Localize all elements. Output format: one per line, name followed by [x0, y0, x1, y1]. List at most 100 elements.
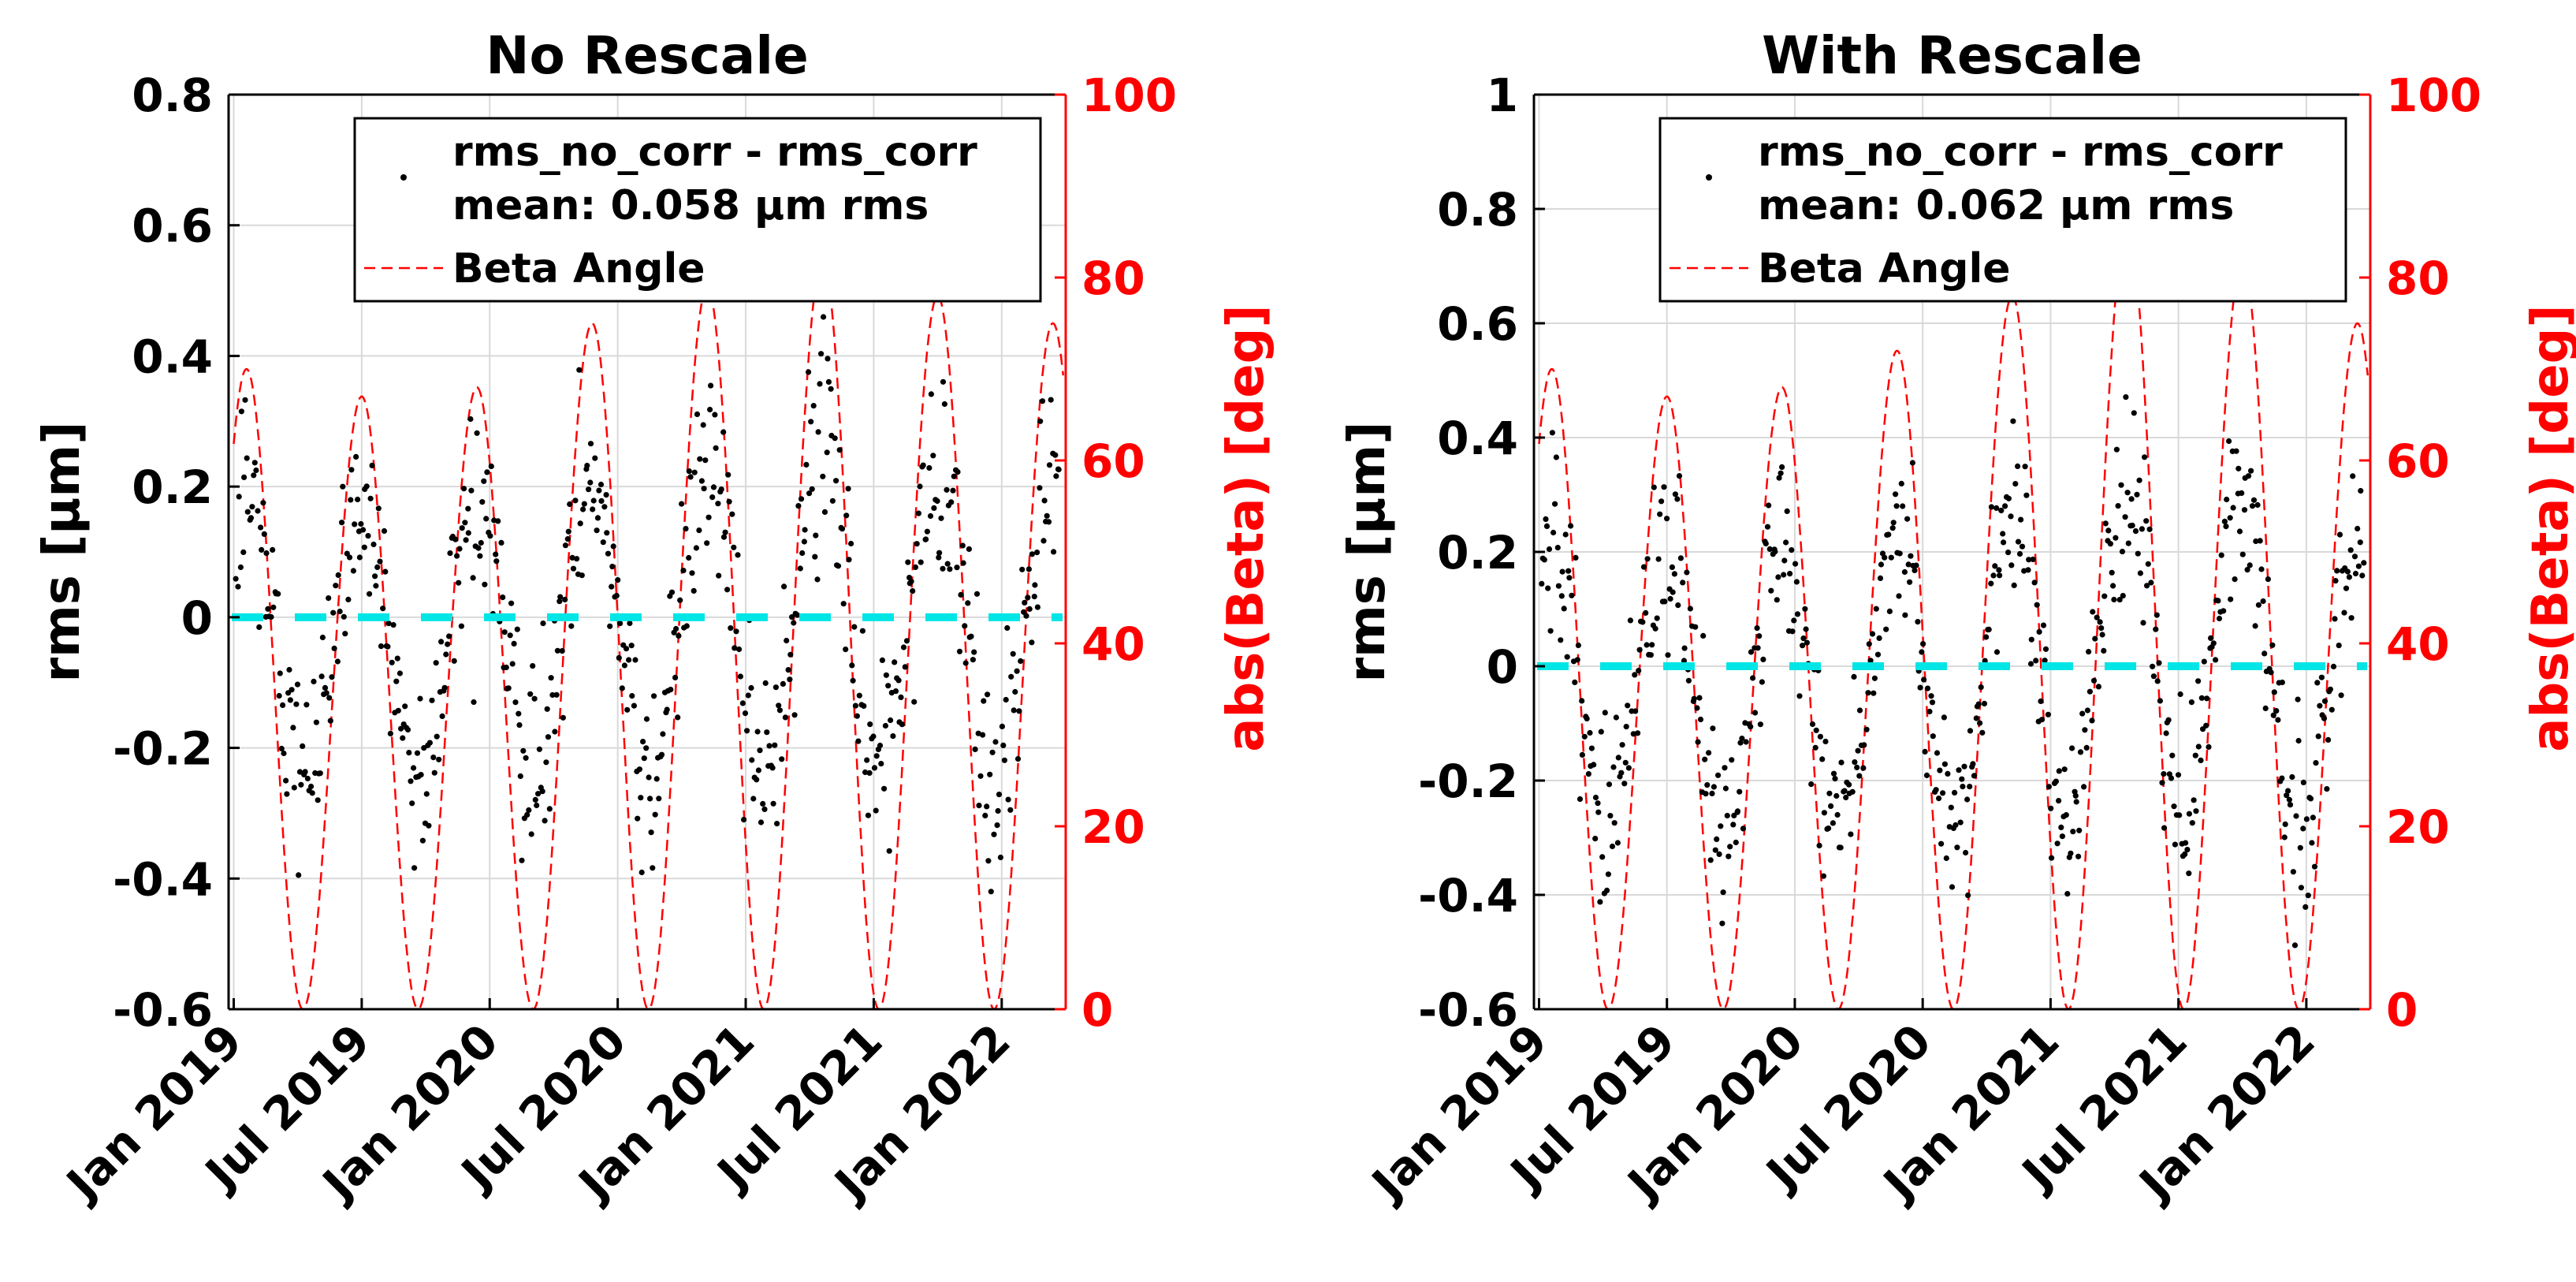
data-point: [687, 474, 694, 480]
data-point: [2193, 808, 2199, 814]
data-point: [1816, 842, 1822, 849]
data-point: [976, 803, 982, 809]
data-point: [2325, 736, 2332, 743]
data-point: [2221, 518, 2228, 525]
data-point: [326, 595, 332, 602]
data-point: [520, 747, 527, 754]
data-point: [487, 533, 493, 539]
data-point: [686, 554, 692, 561]
data-point: [833, 478, 839, 484]
data-point: [2302, 904, 2309, 910]
data-point: [2058, 824, 2064, 830]
data-point: [1971, 773, 1978, 779]
data-point: [610, 543, 616, 550]
data-point: [710, 484, 717, 490]
data-point: [1949, 884, 1956, 890]
data-point: [987, 771, 993, 777]
data-point: [1008, 673, 1014, 680]
left-tick-label: -0.6: [1418, 983, 1518, 1037]
data-point: [1830, 820, 1836, 826]
data-point: [936, 554, 942, 561]
data-point: [360, 527, 367, 533]
data-point: [1909, 460, 1915, 466]
data-point: [261, 531, 267, 538]
data-point: [361, 544, 367, 550]
data-point: [281, 750, 287, 757]
data-point: [1651, 484, 1657, 490]
data-point: [1611, 820, 1617, 826]
data-point: [2206, 743, 2212, 751]
data-point: [959, 542, 966, 549]
data-point: [1576, 796, 1584, 803]
data-point: [590, 506, 596, 512]
data-point: [1604, 887, 1610, 893]
data-point: [2341, 609, 2347, 616]
data-point: [2271, 689, 2277, 695]
data-point: [2072, 792, 2079, 799]
data-point: [2154, 678, 2161, 684]
data-point: [970, 657, 976, 663]
data-point: [660, 731, 666, 737]
data-point: [2314, 680, 2321, 686]
data-point: [696, 527, 702, 534]
data-point: [350, 568, 356, 574]
data-point: [1926, 708, 1933, 715]
data-point: [668, 589, 676, 595]
left-tick-label: -0.2: [1418, 755, 1518, 808]
data-point: [1959, 776, 1965, 782]
data-point: [251, 472, 257, 479]
data-point: [1904, 516, 1911, 522]
right-tick-label: 80: [1081, 252, 1145, 305]
data-point: [2129, 522, 2135, 529]
legend-entry-series: rms_no_corr - rms_corr: [1758, 129, 2283, 176]
data-point: [1539, 580, 1545, 587]
right-tick-label: 80: [2386, 252, 2450, 305]
data-point: [1048, 397, 1054, 403]
data-point: [348, 497, 354, 503]
data-point: [562, 542, 569, 549]
data-point: [1694, 705, 1700, 711]
data-point: [1778, 470, 1784, 476]
data-point: [2061, 766, 2068, 773]
data-point: [668, 687, 674, 693]
data-point: [737, 673, 744, 680]
data-point: [1993, 649, 2001, 655]
data-point: [1687, 606, 1693, 612]
data-point: [1710, 725, 1716, 732]
data-point: [864, 757, 870, 763]
data-point: [2241, 507, 2248, 513]
data-point: [474, 430, 480, 436]
data-point: [242, 397, 248, 403]
legend: rms_no_corr - rms_corr mean: 0.062 µm rms…: [1658, 117, 2347, 303]
data-point: [1543, 516, 1549, 523]
data-point: [1843, 794, 1849, 801]
data-point: [1647, 652, 1654, 658]
data-point: [797, 565, 803, 572]
data-point: [615, 577, 621, 583]
data-point: [736, 646, 743, 653]
data-point: [2153, 626, 2159, 632]
data-point: [590, 498, 597, 504]
data-point: [2002, 503, 2008, 509]
data-point: [2310, 814, 2316, 821]
data-point: [526, 807, 532, 814]
data-point: [968, 633, 974, 639]
data-point: [598, 498, 605, 505]
data-point: [1718, 823, 1724, 829]
data-point: [574, 556, 580, 562]
data-point: [991, 831, 997, 837]
data-point: [1039, 398, 1046, 404]
data-point: [722, 529, 728, 535]
data-point: [1838, 759, 1845, 766]
data-point: [1783, 539, 1789, 546]
data-point: [1012, 688, 1018, 695]
data-point: [1755, 645, 1761, 651]
data-point: [1819, 756, 1826, 762]
data-point: [248, 515, 255, 521]
data-point: [2215, 598, 2221, 604]
data-point: [2089, 717, 2095, 724]
data-point: [802, 527, 808, 533]
data-point: [1552, 501, 1558, 507]
data-point: [387, 730, 393, 737]
data-point: [2177, 691, 2183, 698]
